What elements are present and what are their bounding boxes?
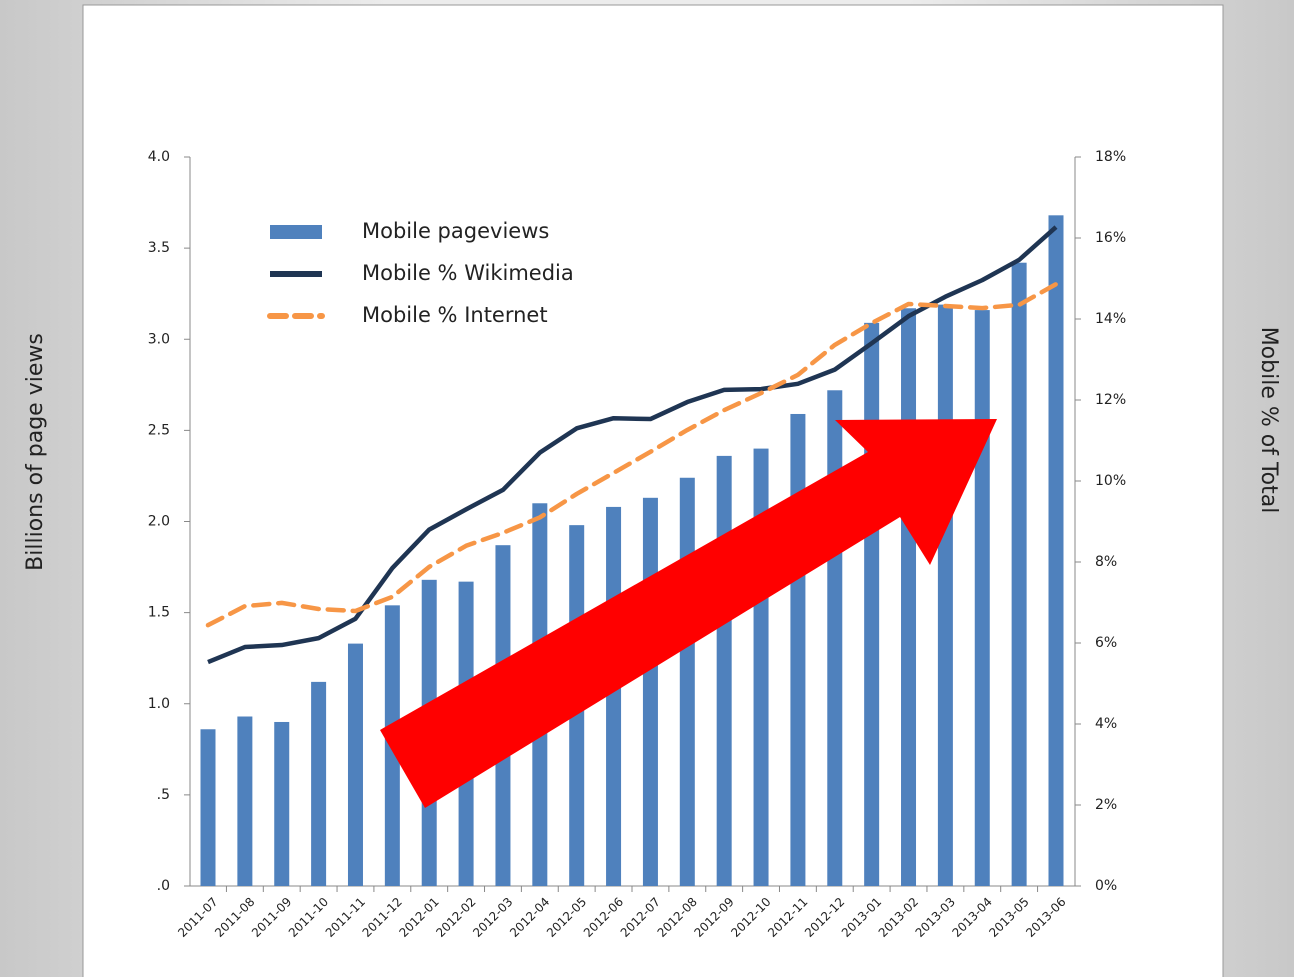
arrow bbox=[380, 419, 997, 808]
bar bbox=[642, 497, 658, 886]
bar bbox=[1048, 215, 1064, 886]
legend-swatch bbox=[270, 225, 322, 239]
y2-tick-label: 0% bbox=[1095, 878, 1117, 894]
y-tick-label: 1.5 bbox=[148, 605, 170, 621]
bar bbox=[606, 506, 622, 886]
y2-axis-label: Mobile % of Total bbox=[1256, 327, 1281, 514]
y2-tick-label: 8% bbox=[1095, 554, 1117, 570]
y2-tick-label: 4% bbox=[1095, 716, 1117, 732]
y-tick-label: 3.0 bbox=[148, 331, 170, 347]
y2-tick-label: 10% bbox=[1095, 473, 1126, 489]
y-tick-label: .5 bbox=[157, 787, 170, 803]
bar bbox=[237, 716, 253, 886]
y-tick-label: 3.5 bbox=[148, 240, 170, 256]
bar bbox=[864, 322, 880, 886]
y-axis-label: Billions of page views bbox=[23, 333, 48, 571]
y2-tick-label: 18% bbox=[1095, 149, 1126, 165]
bar bbox=[937, 304, 953, 886]
bar bbox=[200, 729, 216, 886]
bar bbox=[347, 643, 363, 886]
bar bbox=[974, 310, 990, 887]
bar bbox=[274, 721, 290, 886]
legend-label: Mobile pageviews bbox=[362, 219, 549, 243]
legend-label: Mobile % Wikimedia bbox=[362, 261, 574, 285]
y-tick-label: 1.0 bbox=[148, 696, 170, 712]
bar bbox=[679, 477, 695, 886]
y-tick-label: 2.5 bbox=[148, 422, 170, 438]
bar bbox=[790, 413, 806, 886]
y-tick-label: .0 bbox=[157, 878, 170, 894]
y2-tick-label: 12% bbox=[1095, 392, 1126, 408]
bar bbox=[1011, 262, 1027, 887]
bar bbox=[716, 455, 732, 886]
bar bbox=[901, 308, 917, 887]
y2-tick-label: 16% bbox=[1095, 230, 1126, 246]
y2-tick-label: 6% bbox=[1095, 635, 1117, 651]
y2-tick-label: 14% bbox=[1095, 311, 1126, 327]
y-tick-label: 2.0 bbox=[148, 514, 170, 530]
bar bbox=[311, 681, 327, 886]
y2-tick-label: 2% bbox=[1095, 797, 1117, 813]
line bbox=[207, 225, 1058, 665]
legend-label: Mobile % Internet bbox=[362, 303, 548, 327]
bar bbox=[827, 390, 843, 886]
y-tick-label: 4.0 bbox=[148, 149, 170, 165]
